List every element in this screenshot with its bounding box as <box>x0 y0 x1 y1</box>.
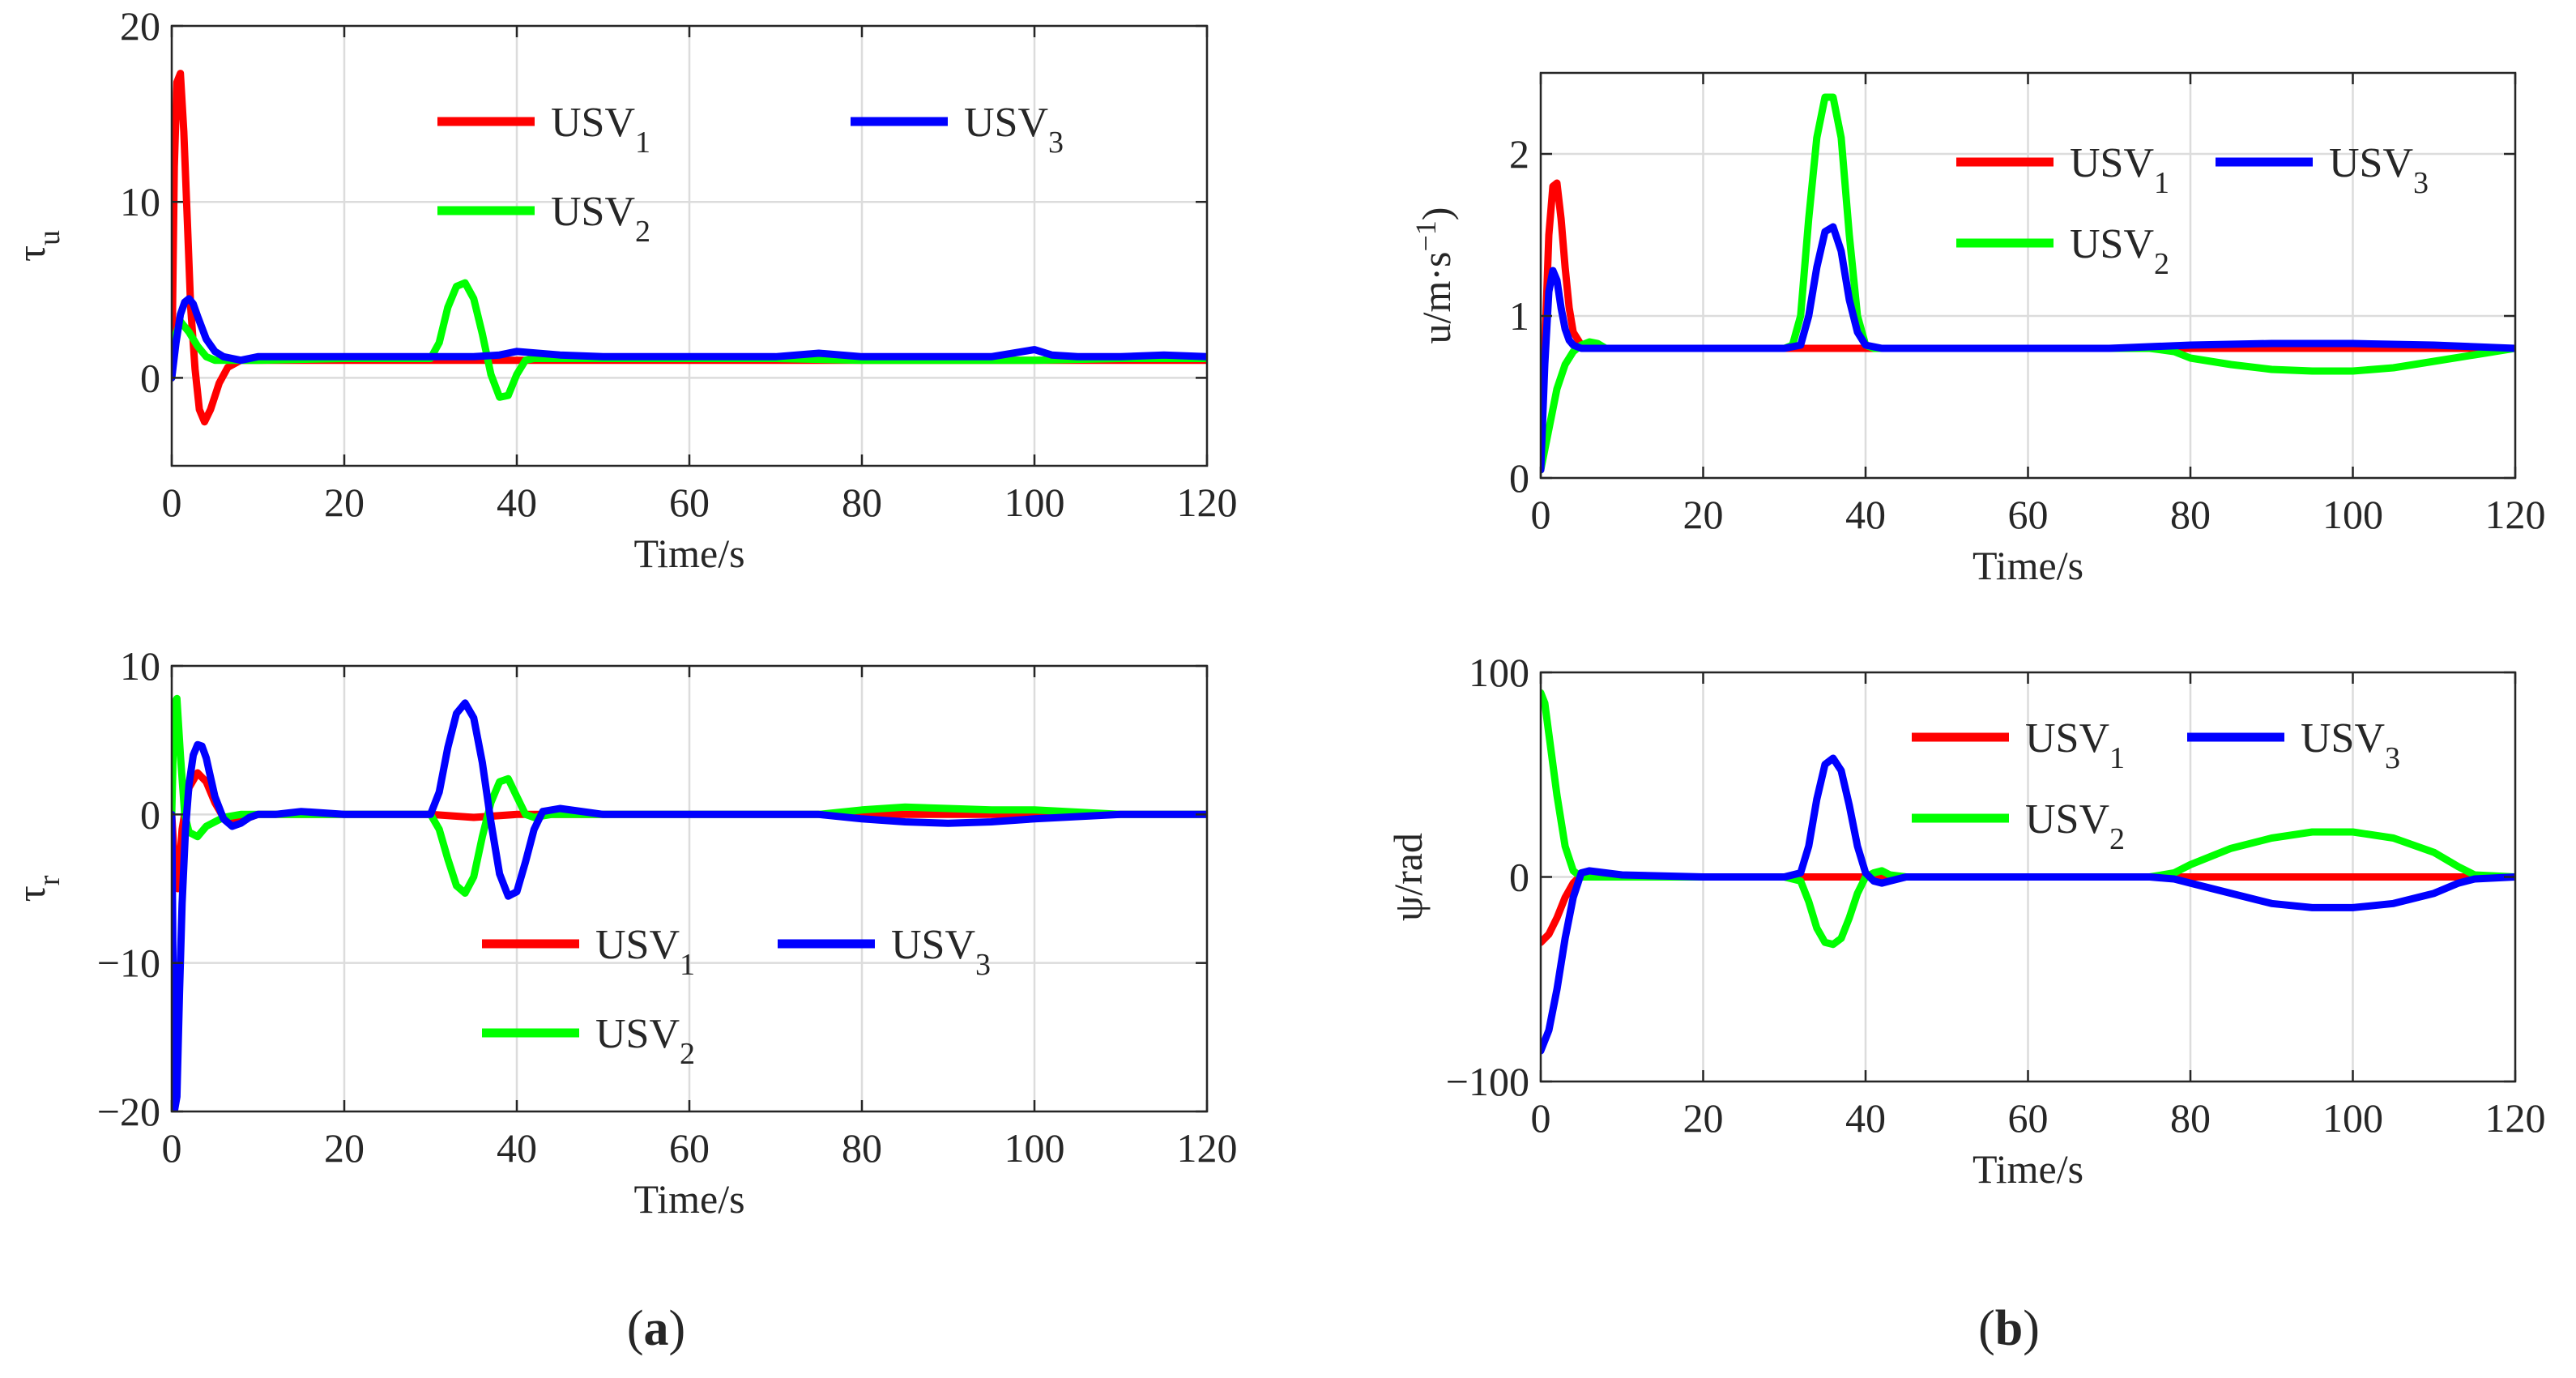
y-tick-label: 1 <box>1509 293 1529 339</box>
x-tick-label: 100 <box>1004 1125 1065 1171</box>
y-axis-label: τr <box>8 875 66 902</box>
series-line-usv2 <box>1541 689 2515 949</box>
legend-label-usv2: USV2 <box>595 1011 695 1071</box>
legend-label-usv3: USV3 <box>891 922 991 982</box>
x-tick-label: 80 <box>842 480 882 525</box>
x-tick-label: 60 <box>2008 1095 2049 1141</box>
x-tick-label: 100 <box>2322 1095 2383 1141</box>
x-tick-label: 60 <box>669 1125 710 1171</box>
series-group <box>172 70 1207 426</box>
legend-label-usv1: USV1 <box>2070 140 2169 200</box>
legend-label-usv2: USV2 <box>2070 221 2169 281</box>
x-tick-label: 100 <box>1004 480 1065 525</box>
x-tick-label: 80 <box>842 1125 882 1171</box>
y-tick-label: −20 <box>97 1089 160 1134</box>
series-group <box>1541 689 2515 1055</box>
legend-label-usv3: USV3 <box>964 100 1064 160</box>
x-tick-label: 120 <box>2485 1095 2546 1141</box>
chart-u-speed: 0 20 40 60 80 100 120 0 1 2 Time/s u/m·s−1) USV1 USV2… <box>1410 71 2546 588</box>
x-tick-label: 40 <box>497 1125 537 1171</box>
x-axis-label: Time/s <box>633 1176 744 1222</box>
y-tick-label: 0 <box>140 791 160 837</box>
y-tick-label: 0 <box>1509 455 1529 501</box>
y-axis-label: ψ/rad <box>1385 833 1431 921</box>
chart-tau-r: 0 20 40 60 80 100 120 −20 −10 0 10 Time/s τr USV1 USV2… <box>8 643 1238 1222</box>
x-tick-label: 0 <box>162 1125 182 1171</box>
x-tick-label: 20 <box>324 480 365 525</box>
y-tick-label: −100 <box>1446 1059 1529 1104</box>
series-line-usv3 <box>1541 754 2515 1055</box>
x-tick-label: 0 <box>162 480 182 525</box>
x-axis-label: Time/s <box>1973 543 2083 588</box>
x-tick-label: 120 <box>1177 1125 1238 1171</box>
x-tick-label: 20 <box>1683 1095 1724 1141</box>
x-tick-label: 80 <box>2170 1095 2211 1141</box>
series-line-usv2 <box>172 694 1207 897</box>
legend-label-usv1: USV1 <box>2025 715 2125 775</box>
chart-psi: 0 20 40 60 80 100 120−1000100Time/sψ/radUSV1US… <box>1385 650 2546 1192</box>
series-line-usv2 <box>1541 93 2515 474</box>
legend-label-usv1: USV1 <box>595 922 695 982</box>
x-tick-label: 100 <box>2322 492 2383 537</box>
x-tick-label: 40 <box>497 480 537 525</box>
x-tick-label: 60 <box>2008 492 2049 537</box>
legend-label-usv3: USV3 <box>2301 715 2400 775</box>
y-tick-label: 2 <box>1509 131 1529 177</box>
y-tick-label: 0 <box>140 355 160 400</box>
y-tick-label: 10 <box>120 179 160 224</box>
x-tick-label: 0 <box>1531 1095 1551 1141</box>
y-tick-label: 0 <box>1509 855 1529 900</box>
caption-a: (a) <box>627 1301 685 1356</box>
y-tick-label: 20 <box>120 3 160 49</box>
y-tick-label: −10 <box>97 941 160 986</box>
legend-label-usv1: USV1 <box>551 100 650 160</box>
legend: USV1 USV2 USV3 <box>482 922 991 1071</box>
caption-b: (b) <box>1978 1301 2040 1356</box>
x-tick-label: 0 <box>1531 492 1551 537</box>
series-line-usv3 <box>172 699 1207 1111</box>
x-axis-label: Time/s <box>633 531 744 576</box>
legend-label-usv2: USV2 <box>551 189 650 249</box>
chart-tau-u: 0 20 40 60 80 100 120 0 10 20 Time/s τu USV1 USV2 USV3 <box>8 3 1238 576</box>
x-tick-label: 120 <box>2485 492 2546 537</box>
series-group <box>172 694 1207 1111</box>
x-tick-label: 80 <box>2170 492 2211 537</box>
x-axis-label: Time/s <box>1973 1146 2083 1192</box>
series-group <box>1541 93 2515 474</box>
legend-label-usv2: USV2 <box>2025 796 2125 856</box>
x-tick-label: 40 <box>1845 1095 1886 1141</box>
series-line-usv3 <box>1541 223 2515 474</box>
x-tick-label: 120 <box>1177 480 1238 525</box>
x-tick-label: 20 <box>324 1125 365 1171</box>
x-tick-label: 40 <box>1845 492 1886 537</box>
y-axis-label: u/m·s−1) <box>1410 207 1459 344</box>
legend: USV1 USV2 USV3 <box>1956 140 2429 281</box>
x-tick-label: 60 <box>669 480 710 525</box>
series-line-usv3 <box>172 295 1207 382</box>
y-tick-label: 10 <box>120 643 160 689</box>
y-axis-label: τu <box>8 230 66 262</box>
y-tick-label: 100 <box>1469 650 1529 695</box>
legend: USV1 USV2 USV3 <box>437 100 1064 249</box>
legend-label-usv3: USV3 <box>2329 140 2429 200</box>
legend: USV1 USV2 USV3 <box>1912 715 2400 856</box>
x-tick-label: 20 <box>1683 492 1724 537</box>
